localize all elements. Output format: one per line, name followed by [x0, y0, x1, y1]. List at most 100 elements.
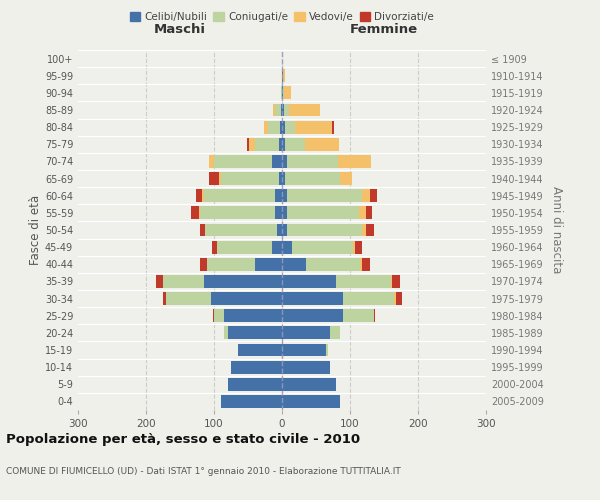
Bar [359, 206, 365, 220]
Bar [394, 292, 395, 305]
Bar [227, 378, 282, 390]
Bar [227, 326, 282, 340]
Bar [256, 138, 279, 150]
Bar [282, 70, 283, 82]
Bar [272, 240, 282, 254]
Bar [395, 292, 403, 305]
Bar [212, 310, 214, 322]
Bar [282, 224, 287, 236]
Bar [279, 138, 282, 150]
Bar [281, 104, 282, 117]
Bar [200, 258, 207, 270]
Bar [191, 206, 199, 220]
Bar [287, 155, 338, 168]
Bar [286, 172, 340, 185]
Bar [163, 292, 166, 305]
Bar [343, 310, 374, 322]
Bar [282, 310, 343, 322]
Bar [221, 172, 278, 185]
Bar [282, 138, 285, 150]
Bar [282, 104, 284, 117]
Bar [268, 120, 280, 134]
Bar [282, 190, 287, 202]
Bar [163, 275, 204, 288]
Bar [353, 240, 355, 254]
Bar [282, 155, 287, 168]
Bar [329, 326, 340, 340]
Bar [199, 206, 200, 220]
Bar [282, 120, 285, 134]
Bar [287, 190, 362, 202]
Bar [214, 310, 224, 322]
Bar [273, 104, 275, 117]
Bar [282, 172, 286, 185]
Bar [289, 104, 320, 117]
Bar [166, 292, 211, 305]
Bar [209, 155, 214, 168]
Bar [247, 138, 248, 150]
Bar [224, 326, 227, 340]
Bar [287, 206, 359, 220]
Y-axis label: Fasce di età: Fasce di età [29, 195, 42, 265]
Bar [231, 360, 282, 374]
Bar [365, 206, 373, 220]
Bar [295, 120, 332, 134]
Bar [283, 86, 284, 100]
Bar [282, 378, 337, 390]
Bar [392, 275, 400, 288]
Bar [362, 258, 370, 270]
Bar [255, 258, 282, 270]
Bar [207, 258, 255, 270]
Text: COMUNE DI FIUMICELLO (UD) - Dati ISTAT 1° gennaio 2010 - Elaborazione TUTTITALIA: COMUNE DI FIUMICELLO (UD) - Dati ISTAT 1… [6, 468, 401, 476]
Bar [283, 70, 285, 82]
Bar [284, 86, 291, 100]
Bar [343, 292, 394, 305]
Bar [282, 344, 326, 356]
Bar [282, 326, 329, 340]
Bar [285, 138, 305, 150]
Bar [340, 172, 352, 185]
Bar [282, 275, 337, 288]
Bar [209, 172, 219, 185]
Bar [285, 120, 295, 134]
Bar [282, 258, 306, 270]
Bar [360, 258, 362, 270]
Y-axis label: Anni di nascita: Anni di nascita [550, 186, 563, 274]
Bar [287, 224, 362, 236]
Bar [374, 310, 375, 322]
Bar [272, 155, 282, 168]
Bar [306, 258, 360, 270]
Bar [202, 190, 204, 202]
Bar [362, 224, 365, 236]
Bar [370, 190, 377, 202]
Bar [275, 190, 282, 202]
Bar [219, 172, 221, 185]
Bar [281, 86, 282, 100]
Bar [221, 395, 282, 408]
Bar [282, 86, 283, 100]
Bar [326, 344, 328, 356]
Bar [282, 240, 292, 254]
Bar [338, 155, 371, 168]
Bar [212, 240, 217, 254]
Bar [282, 360, 329, 374]
Bar [200, 206, 275, 220]
Bar [391, 275, 392, 288]
Text: Femmine: Femmine [350, 24, 418, 36]
Bar [248, 138, 256, 150]
Text: Maschi: Maschi [154, 24, 206, 36]
Bar [275, 206, 282, 220]
Bar [196, 190, 202, 202]
Bar [282, 206, 287, 220]
Bar [332, 120, 334, 134]
Bar [280, 120, 282, 134]
Bar [156, 275, 163, 288]
Bar [265, 120, 268, 134]
Bar [238, 344, 282, 356]
Bar [277, 224, 282, 236]
Bar [365, 224, 374, 236]
Bar [282, 395, 340, 408]
Bar [211, 292, 282, 305]
Bar [355, 240, 362, 254]
Bar [275, 104, 281, 117]
